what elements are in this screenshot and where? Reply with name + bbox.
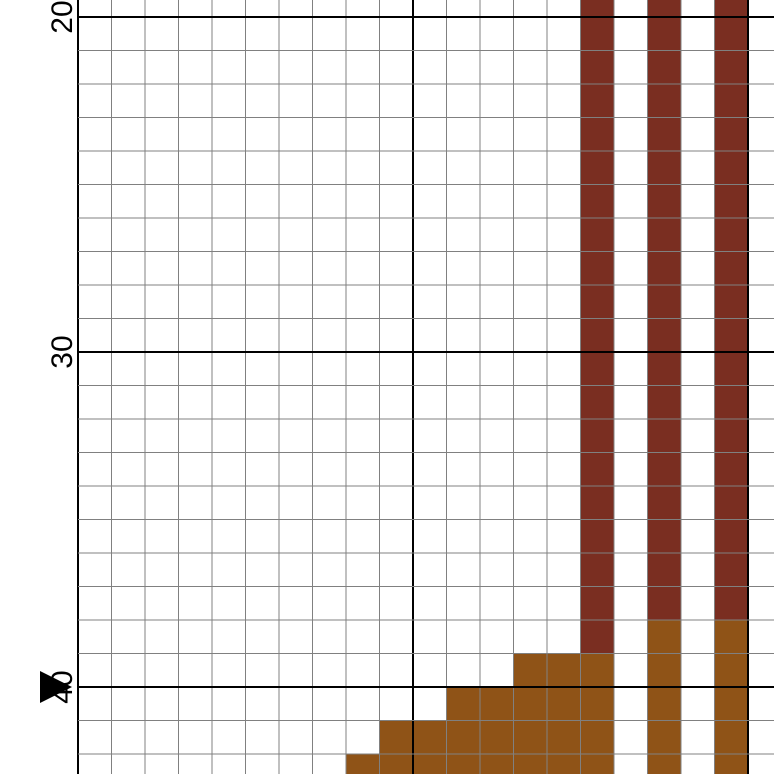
stitch-block-brown-10 [379,720,413,774]
row-label-20: 20 [46,0,79,33]
stitch-block-brown-8 [446,687,480,774]
stitch-block-brown-7 [580,653,614,774]
stitch-block-brown-3 [647,620,681,774]
row-label-30: 30 [46,335,79,368]
grid-layer [77,0,774,774]
stitch-block-brick-2 [714,0,748,620]
triangle-marker-icon [40,671,72,703]
stitch-block-brown-12 [346,754,380,774]
marker-layer [40,671,72,703]
stitch-block-brick-0 [580,0,614,654]
stitch-block-brown-5 [513,653,547,774]
stitch-block-brown-4 [714,620,748,774]
stitch-block-brown-6 [547,653,581,774]
stitch-block-brown-9 [480,687,514,774]
stitch-block-brown-11 [413,720,447,774]
stitch-block-brick-1 [647,0,681,620]
